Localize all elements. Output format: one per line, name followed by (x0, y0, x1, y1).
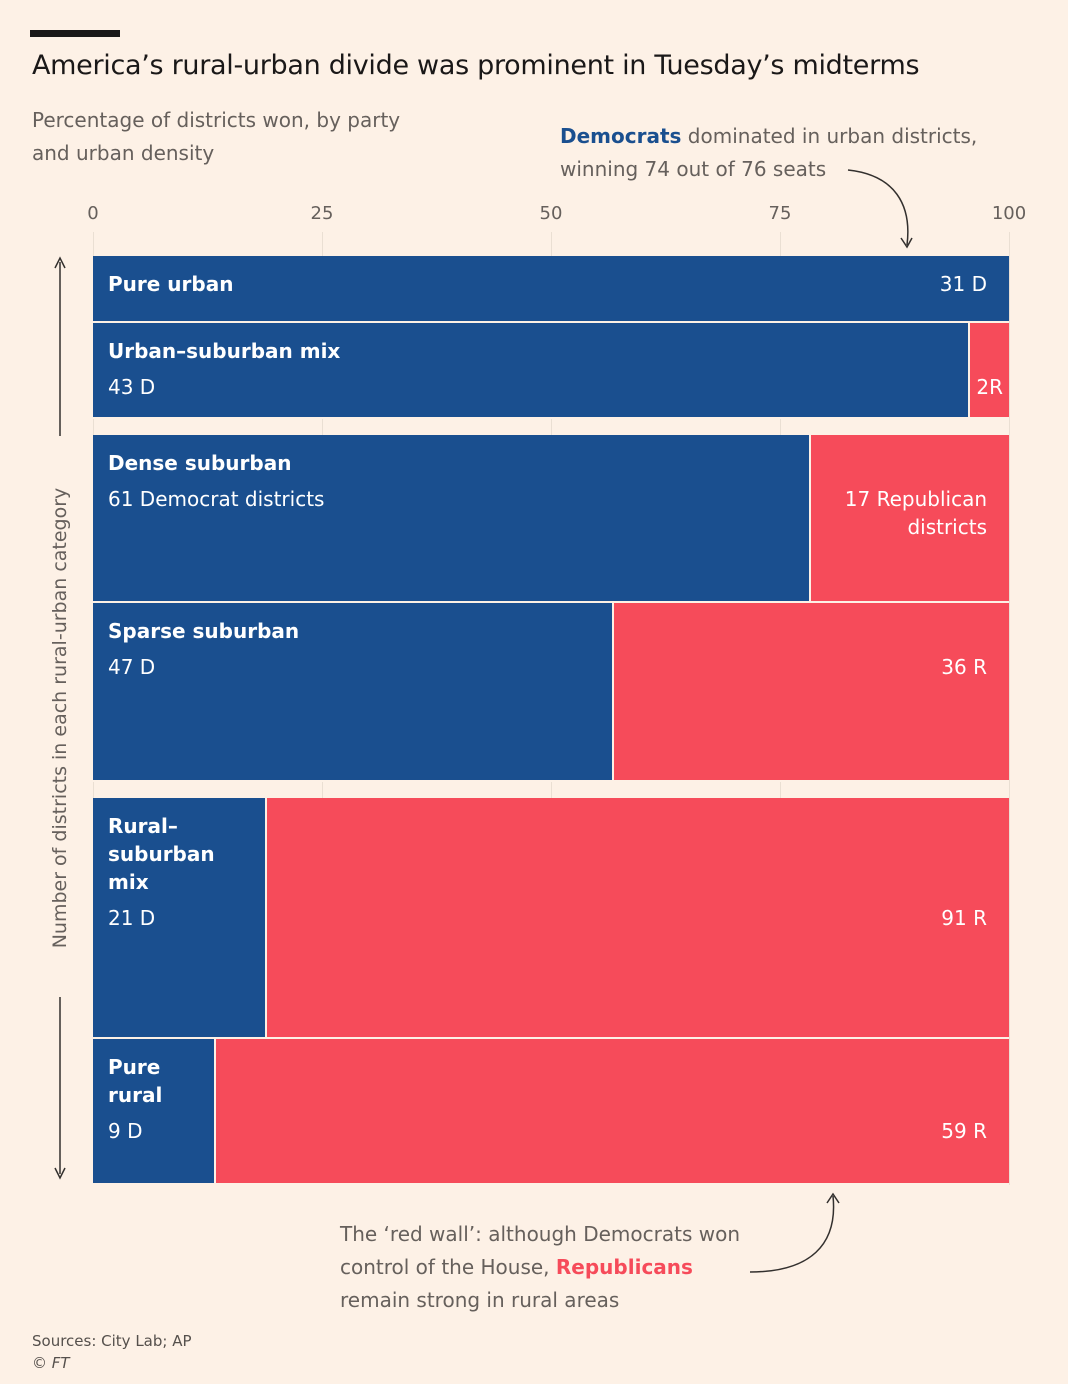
value-label: 43 D (108, 374, 156, 399)
grid-line (1009, 232, 1010, 1185)
bar-segment: Urban–suburban mix 43 D (93, 322, 969, 420)
title-rule (30, 30, 120, 37)
category-label: Pure rural (108, 1054, 163, 1107)
bar-segment: Dense suburban 61 Democrat districts (93, 435, 810, 604)
arrowhead (826, 1192, 840, 1204)
value-label: 61 Democrat districts (108, 487, 325, 512)
bar-segment (809, 435, 1009, 604)
credit: © FT (32, 1354, 70, 1372)
annotation-highlight: Republicans (555, 1255, 693, 1279)
y-axis-label: Number of districts in each rural-urban … (49, 487, 71, 949)
value-label: 47 D (108, 655, 156, 680)
bar-segment: Pure urban (93, 256, 1009, 323)
value-label: 21 D (108, 905, 156, 930)
annotation-text: dominated in urban districts, winning 74… (560, 124, 978, 181)
source-text: Sources: City Lab; AP (32, 1332, 192, 1350)
value-label: 17 Republican districts (844, 487, 987, 540)
bar-segment (968, 322, 1009, 420)
annotation-text: remain strong in rural areas (340, 1288, 620, 1312)
value-label: 9 D (108, 1118, 143, 1143)
x-tick-label: 0 (87, 203, 99, 224)
arrowhead (54, 256, 66, 269)
category-label: Sparse suburban (108, 619, 300, 644)
bar-segment: Sparse suburban 47 D (93, 603, 612, 782)
annotation-text: The ‘red wall’: although Democrats won c… (340, 1222, 740, 1279)
value-label: 31 D (939, 272, 987, 296)
annotation: The ‘red wall’: although Democrats won c… (340, 1218, 760, 1317)
arrowhead (900, 237, 913, 249)
bar-segment: Pure rural 9 D (93, 1038, 215, 1185)
value-label: 2R (976, 374, 1003, 399)
x-tick-label: 75 (768, 203, 792, 224)
annotation-highlight: Democrats (560, 124, 682, 148)
chart-subtitle: Percentage of districts won, by party an… (32, 108, 401, 165)
category-label: Dense suburban (108, 451, 292, 476)
category-label: Rural–suburban mix (108, 813, 215, 894)
bar-segment (214, 1038, 1009, 1185)
category-label: Urban–suburban mix (108, 338, 341, 363)
annotation: Democrats dominated in urban districts, … (560, 120, 990, 186)
bar-segment: Rural–suburban mix 21 D (93, 797, 265, 1039)
chart-title: America’s rural-urban divide was promine… (32, 50, 920, 81)
x-tick-label: 50 (539, 203, 563, 224)
value-label: 59 R (941, 1118, 987, 1143)
source: Sources: City Lab; AP © FT (32, 1330, 192, 1374)
category-label: Pure urban (108, 272, 234, 296)
bar-segment (611, 603, 1009, 782)
annotation-arrow (749, 1195, 835, 1273)
value-label: 91 R (941, 905, 987, 930)
x-tick-label: 25 (310, 203, 334, 224)
arrowhead (54, 1167, 66, 1180)
value-label: 36 R (941, 655, 987, 680)
bar-segment (264, 797, 1009, 1039)
x-tick-label: 100 (991, 203, 1027, 224)
